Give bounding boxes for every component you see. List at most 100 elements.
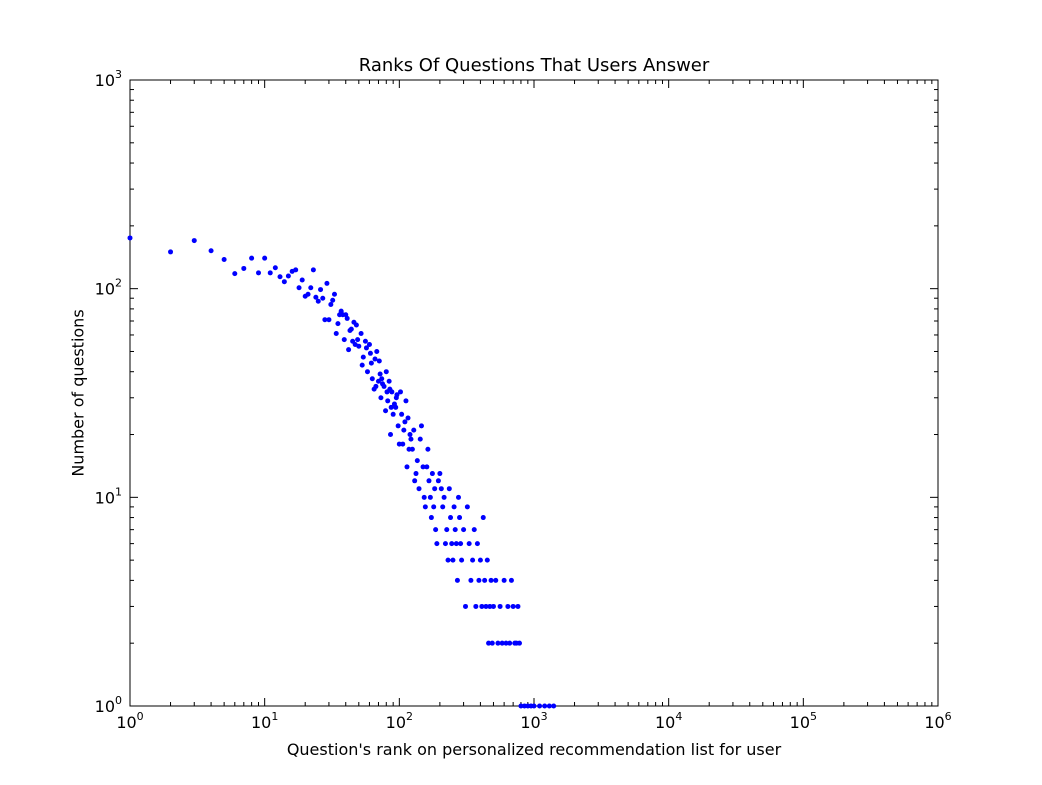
data-point xyxy=(408,436,414,442)
data-point xyxy=(356,343,362,349)
data-point xyxy=(331,291,337,297)
data-point xyxy=(221,256,227,262)
data-point xyxy=(249,255,255,261)
data-point xyxy=(510,603,516,609)
minor-ticks xyxy=(130,80,938,706)
data-point xyxy=(412,478,418,484)
data-point xyxy=(299,277,305,283)
data-point xyxy=(461,527,467,533)
data-point xyxy=(501,577,507,583)
data-point xyxy=(191,238,197,244)
data-point xyxy=(394,392,400,398)
data-point xyxy=(425,446,431,452)
data-point xyxy=(486,640,492,646)
data-point xyxy=(372,356,378,362)
data-point xyxy=(431,504,437,510)
x-tick-labels: 100 101 102 103 104 105 106 xyxy=(116,710,951,732)
data-point xyxy=(369,376,375,382)
data-point xyxy=(366,342,372,348)
data-point xyxy=(516,640,522,646)
data-point xyxy=(401,427,407,433)
data-point xyxy=(542,703,548,709)
data-point xyxy=(362,338,368,344)
data-point xyxy=(497,603,503,609)
data-point xyxy=(432,486,438,492)
x-tick-label: 101 xyxy=(251,710,278,732)
data-point xyxy=(440,504,446,510)
data-point xyxy=(315,298,321,304)
data-point xyxy=(424,464,430,470)
data-point xyxy=(388,432,394,438)
data-point xyxy=(453,541,459,547)
data-point xyxy=(344,315,350,321)
data-point xyxy=(308,285,314,291)
data-point xyxy=(437,471,443,477)
data-point xyxy=(531,703,537,709)
data-point xyxy=(168,249,174,255)
data-point xyxy=(499,640,505,646)
data-point xyxy=(508,577,514,583)
data-point xyxy=(262,255,268,261)
x-tick-label: 105 xyxy=(790,710,817,732)
data-point xyxy=(413,471,419,477)
data-point xyxy=(328,301,334,307)
data-point xyxy=(368,360,374,366)
data-point xyxy=(393,404,399,410)
data-point xyxy=(400,441,406,447)
data-point xyxy=(422,504,428,510)
data-point xyxy=(310,267,316,273)
data-point xyxy=(551,703,557,709)
data-point xyxy=(434,541,440,547)
data-point xyxy=(383,369,389,375)
data-point xyxy=(402,419,408,425)
data-point xyxy=(537,703,543,709)
data-point xyxy=(374,348,380,354)
data-point xyxy=(426,478,432,484)
data-point xyxy=(503,640,509,646)
data-point xyxy=(346,347,352,353)
data-point xyxy=(455,494,461,500)
y-tick-label: 101 xyxy=(95,485,122,507)
data-point xyxy=(383,408,389,414)
data-point xyxy=(326,317,332,323)
data-point xyxy=(433,527,439,533)
data-point xyxy=(427,494,433,500)
data-point xyxy=(232,271,238,277)
y-tick-label: 102 xyxy=(95,277,122,299)
data-point xyxy=(411,427,417,433)
data-points xyxy=(127,235,557,709)
data-point xyxy=(208,248,214,254)
data-point xyxy=(418,423,424,429)
data-point xyxy=(493,577,499,583)
data-point xyxy=(281,279,287,285)
data-point xyxy=(463,603,469,609)
data-point xyxy=(476,577,482,583)
data-point xyxy=(330,297,336,303)
data-point xyxy=(435,478,441,484)
data-point xyxy=(378,395,384,401)
x-tick-label: 106 xyxy=(924,710,951,732)
data-point xyxy=(367,350,373,356)
data-point xyxy=(515,603,521,609)
data-point xyxy=(397,389,403,395)
data-point xyxy=(127,235,133,241)
data-point xyxy=(420,464,426,470)
data-point xyxy=(489,640,495,646)
y-tick-label: 100 xyxy=(95,694,122,716)
x-tick-label: 100 xyxy=(116,710,143,732)
data-point xyxy=(376,358,382,364)
data-point xyxy=(488,577,494,583)
data-point xyxy=(322,317,328,323)
data-point xyxy=(483,603,489,609)
chart-title: Ranks Of Questions That Users Answer xyxy=(358,55,710,76)
data-point xyxy=(318,287,324,293)
data-point xyxy=(507,640,513,646)
data-point xyxy=(438,486,444,492)
data-point xyxy=(448,515,454,521)
data-point xyxy=(388,404,394,410)
data-point xyxy=(277,274,283,280)
data-point xyxy=(389,389,395,395)
data-point xyxy=(417,436,423,442)
x-tick-label: 103 xyxy=(520,710,547,732)
